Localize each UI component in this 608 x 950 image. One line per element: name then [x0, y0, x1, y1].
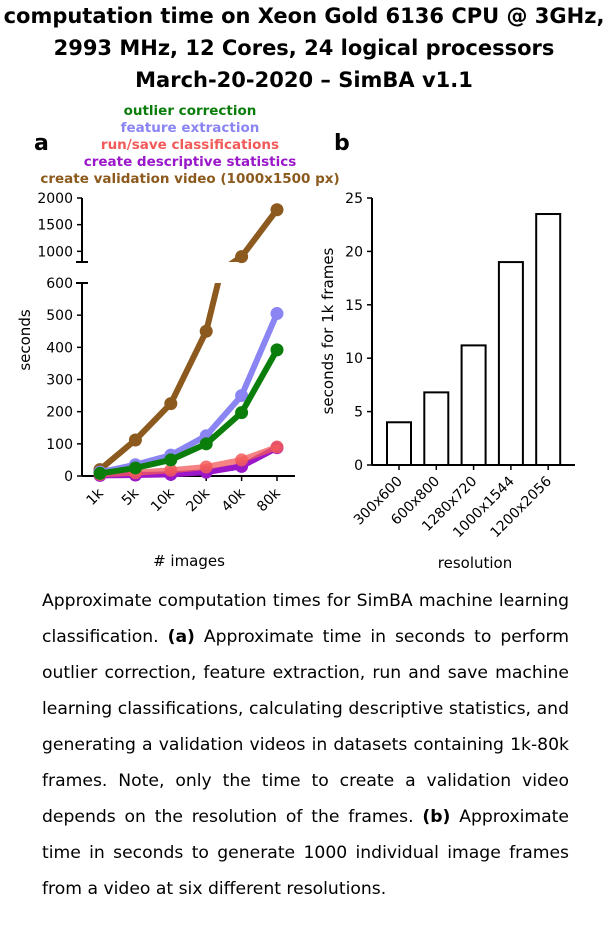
series-line-upper-3 [100, 300, 277, 305]
panel-b-label: b [334, 131, 350, 156]
data-point-0-2 [164, 453, 178, 467]
y-tick-label: 0 [64, 469, 73, 485]
data-point-4-5 [270, 203, 284, 217]
legend-entry-2: run/save classifications [101, 137, 279, 153]
caption-label-b: (b) [422, 807, 451, 827]
y-tick-label: 25 [345, 191, 363, 207]
y-tick-label: 15 [345, 298, 363, 314]
figure-caption: Approximate computation times for SimBA … [42, 583, 569, 907]
data-point-4-1 [128, 433, 142, 447]
data-point-4-3 [199, 324, 213, 338]
y-tick-label: 100 [46, 437, 73, 453]
data-point-1-5 [270, 307, 284, 321]
series-line-4 [97, 283, 222, 473]
series-line-upper-4 [228, 206, 280, 262]
panel-b-bar-chart: b0510152025300x600600x8001280x7201000x15… [319, 131, 575, 572]
y-tick-label: 0 [354, 458, 363, 474]
series-line-upper-1 [100, 278, 277, 304]
y-axis-title: seconds for 1k frames [319, 247, 337, 414]
figure-title: computation time on Xeon Gold 6136 CPU @… [0, 0, 608, 96]
x-tick-label: 5k [119, 485, 143, 509]
series-line-upper-0 [100, 284, 277, 304]
caption-label-a: (a) [167, 627, 195, 647]
x-tick-label: 10k [148, 485, 178, 515]
data-point-1-4 [235, 389, 249, 403]
x-tick-label: 80k [254, 485, 284, 515]
data-point-0-4 [235, 406, 249, 420]
x-axis-title: resolution [438, 554, 512, 572]
title-line-1: computation time on Xeon Gold 6136 CPU @… [3, 4, 605, 28]
y-tick-label: 20 [345, 244, 363, 260]
series-line-upper-2 [100, 300, 277, 305]
y-tick-label: 5 [354, 405, 363, 421]
panel-a-label: a [34, 131, 49, 156]
y-tick-label: 2000 [37, 191, 73, 207]
y-tick-label: 500 [46, 308, 73, 324]
data-point-2-3 [199, 460, 213, 474]
data-point-4-4 [235, 250, 249, 264]
y-tick-label: 1500 [37, 218, 73, 234]
y-tick-label: 300 [46, 373, 73, 389]
title-line-2: 2993 MHz, 12 Cores, 24 logical processor… [53, 36, 555, 60]
y-tick-label: 400 [46, 340, 73, 356]
bar-1280x720 [460, 344, 487, 466]
caption-text-a: Approximate time in seconds to perform o… [42, 627, 569, 827]
bar-1200x2056 [535, 213, 562, 466]
legend-entry-1: feature extraction [121, 120, 260, 136]
data-point-2-2 [164, 463, 178, 477]
data-point-2-4 [235, 453, 249, 467]
data-point-0-1 [128, 461, 142, 475]
y-axis-title: seconds [16, 309, 34, 370]
y-tick-label: 10 [345, 351, 363, 367]
x-tick-label: 40k [219, 485, 249, 515]
x-axis-title: # images [153, 552, 225, 570]
legend-entry-3: create descriptive statistics [84, 154, 297, 170]
legend-entry-4: create validation video (1000x1500 px) [40, 171, 339, 187]
x-tick-label: 20k [183, 485, 213, 515]
y-tick-label: 200 [46, 405, 73, 421]
y-tick-label: 600 [46, 276, 73, 292]
x-tick-label: 1k [83, 485, 107, 509]
y-tick-label: 1000 [37, 244, 73, 260]
data-point-4-2 [164, 397, 178, 411]
title-line-3: March-20-2020 – SimBA v1.1 [135, 68, 473, 92]
bar-600x800 [423, 391, 450, 467]
data-point-2-5 [270, 440, 284, 454]
legend-entry-0: outlier correction [124, 103, 257, 119]
caption-text-b: Approximate time in seconds to generate … [42, 807, 569, 899]
data-point-0-0 [93, 466, 107, 480]
data-point-0-5 [270, 343, 284, 357]
data-point-0-3 [199, 437, 213, 451]
bar-300x600 [386, 421, 412, 466]
bar-1000x1544 [497, 261, 524, 466]
caption-intro: Approximate computation times for SimBA … [42, 591, 569, 647]
